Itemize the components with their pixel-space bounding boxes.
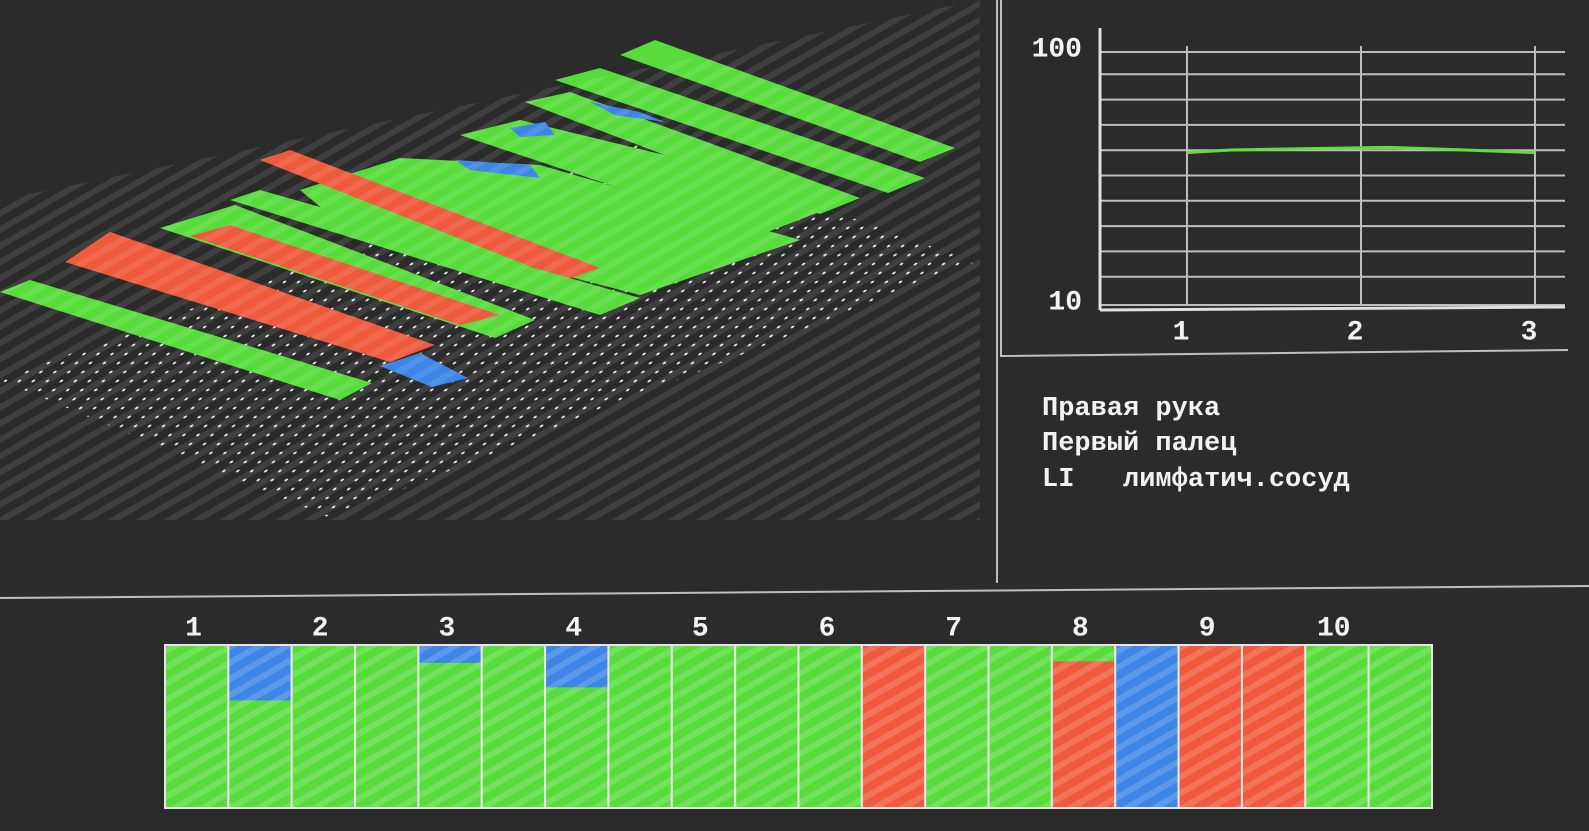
stripe-overlay (861, 645, 926, 808)
panel-border (0, 585, 1589, 599)
caption-line: Первый палец (1042, 429, 1236, 459)
stripe-overlay (925, 645, 989, 808)
column-label: 5 (692, 613, 709, 644)
stripe-overlay (545, 645, 609, 808)
stripe-overlay (1305, 645, 1369, 808)
column-border (1367, 644, 1434, 809)
strip: 1 2 3 4 5 6 7 8 9 10 (164, 613, 1434, 809)
column-label: 7 (945, 613, 962, 644)
column-label: 6 (819, 613, 836, 644)
stripe-overlay (1178, 645, 1242, 808)
column-label: 2 (312, 613, 329, 644)
stripe-overlay (355, 645, 419, 808)
stripe-overlay (798, 645, 862, 808)
column-label: 1 (185, 613, 202, 644)
stripe-overlay (0, 0, 980, 520)
x-tick-label: 3 (1521, 317, 1538, 348)
y-tick-label: 100 (1032, 34, 1082, 65)
column-label: 3 (439, 613, 456, 644)
x-axis (1099, 305, 1566, 312)
line (1186, 145, 1536, 155)
column-label: 4 (565, 613, 582, 644)
graph-frame (1000, 0, 1569, 358)
stripe-overlay (1368, 645, 1432, 808)
y-tick-label: 10 (1048, 287, 1082, 318)
stripe-overlay (481, 645, 546, 808)
column-label: 9 (1199, 613, 1216, 644)
stripe-overlay (1115, 645, 1179, 808)
x-tick-label: 2 (1347, 317, 1364, 348)
graph: 10 100 1 2 3 (1032, 28, 1566, 348)
stripe-overlay (1051, 645, 1116, 808)
caption-line: Правая рука (1042, 394, 1220, 424)
stripe-overlay (735, 645, 799, 808)
surface-3d (0, 0, 980, 520)
caption-line: LI лимфатич.сосуд (1042, 465, 1350, 495)
column-label: 8 (1072, 613, 1089, 644)
column-label: 10 (1317, 613, 1351, 644)
stripe-overlay (418, 645, 482, 808)
x-tick-label: 1 (1173, 317, 1190, 348)
stripe-overlay (608, 645, 672, 808)
stripe-overlay (1241, 645, 1306, 808)
stripe-overlay (165, 645, 229, 808)
stripe-overlay (291, 645, 356, 808)
stripe-overlay (988, 645, 1052, 808)
stripe-overlay (671, 645, 736, 808)
stripe-overlay (228, 645, 292, 808)
